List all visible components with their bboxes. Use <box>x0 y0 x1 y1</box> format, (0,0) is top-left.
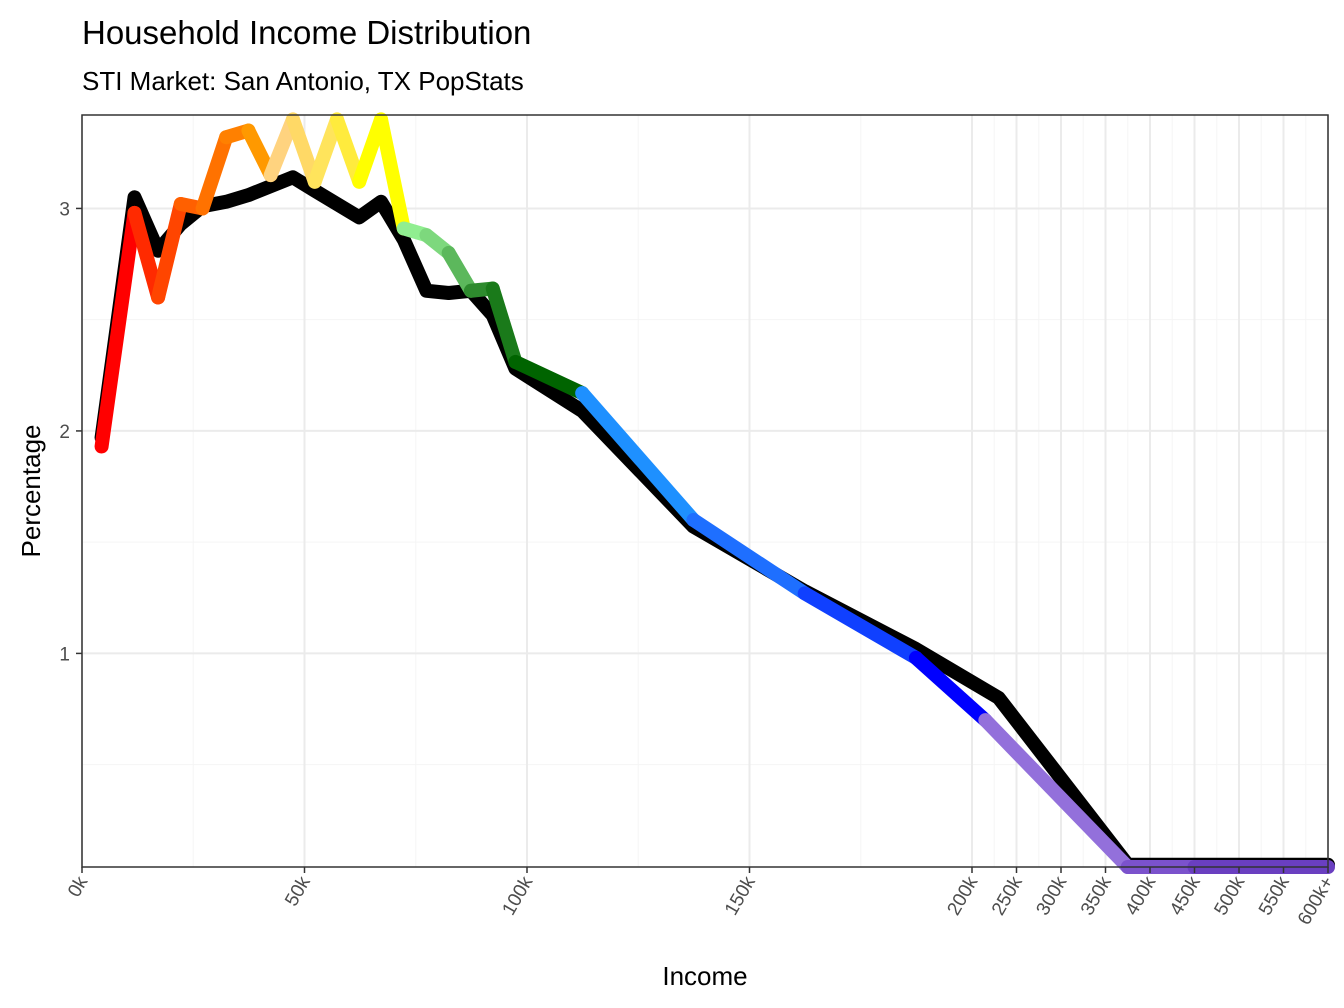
series-layer <box>94 112 1335 874</box>
y-axis-title: Percentage <box>16 425 46 558</box>
x-tick-label: 400k <box>1122 873 1161 920</box>
segment-line <box>374 112 411 236</box>
y-tick-label: 2 <box>59 422 70 443</box>
plot-panel <box>81 114 1329 868</box>
grid-layer <box>81 115 1329 867</box>
x-tick-label: 500k <box>1211 873 1250 920</box>
x-tick-label: 300k <box>1033 873 1072 920</box>
x-axis-title: Income <box>662 961 747 991</box>
segment-line <box>978 713 1135 874</box>
segment-line <box>195 130 234 216</box>
segment-line <box>485 281 523 369</box>
segment-line <box>508 354 590 401</box>
segment-line <box>908 650 993 728</box>
x-tick-label: 550k <box>1255 873 1294 920</box>
chart-subtitle: STI Market: San Antonio, TX PopStats <box>82 66 524 96</box>
segment-line <box>151 196 188 305</box>
segment-line <box>797 586 923 665</box>
x-tick-label: 450k <box>1166 873 1205 920</box>
y-tick-label: 3 <box>59 199 70 220</box>
x-tick-label: 0k <box>64 873 92 901</box>
chart-title: Household Income Distribution <box>82 14 531 51</box>
segment-line <box>94 205 142 454</box>
segment-line <box>441 245 478 298</box>
axis-layer: 0k 50k 100k 150k 200k 250k 300k 350k 400k 450k 500… <box>59 199 1338 928</box>
x-tick-label: 150k <box>721 873 760 920</box>
segment-line <box>127 205 166 305</box>
market-line <box>94 170 1335 872</box>
x-tick-label: 200k <box>944 873 983 920</box>
x-tick-label: 100k <box>499 873 538 920</box>
segment-line <box>575 386 701 527</box>
y-tick-label: 1 <box>59 644 70 665</box>
segment-line <box>686 512 812 601</box>
x-tick-label: 600k+ <box>1294 873 1338 929</box>
x-tick-label: 250k <box>988 873 1027 920</box>
x-tick-label: 350k <box>1077 873 1116 920</box>
x-tick-label: 50k <box>281 873 315 910</box>
